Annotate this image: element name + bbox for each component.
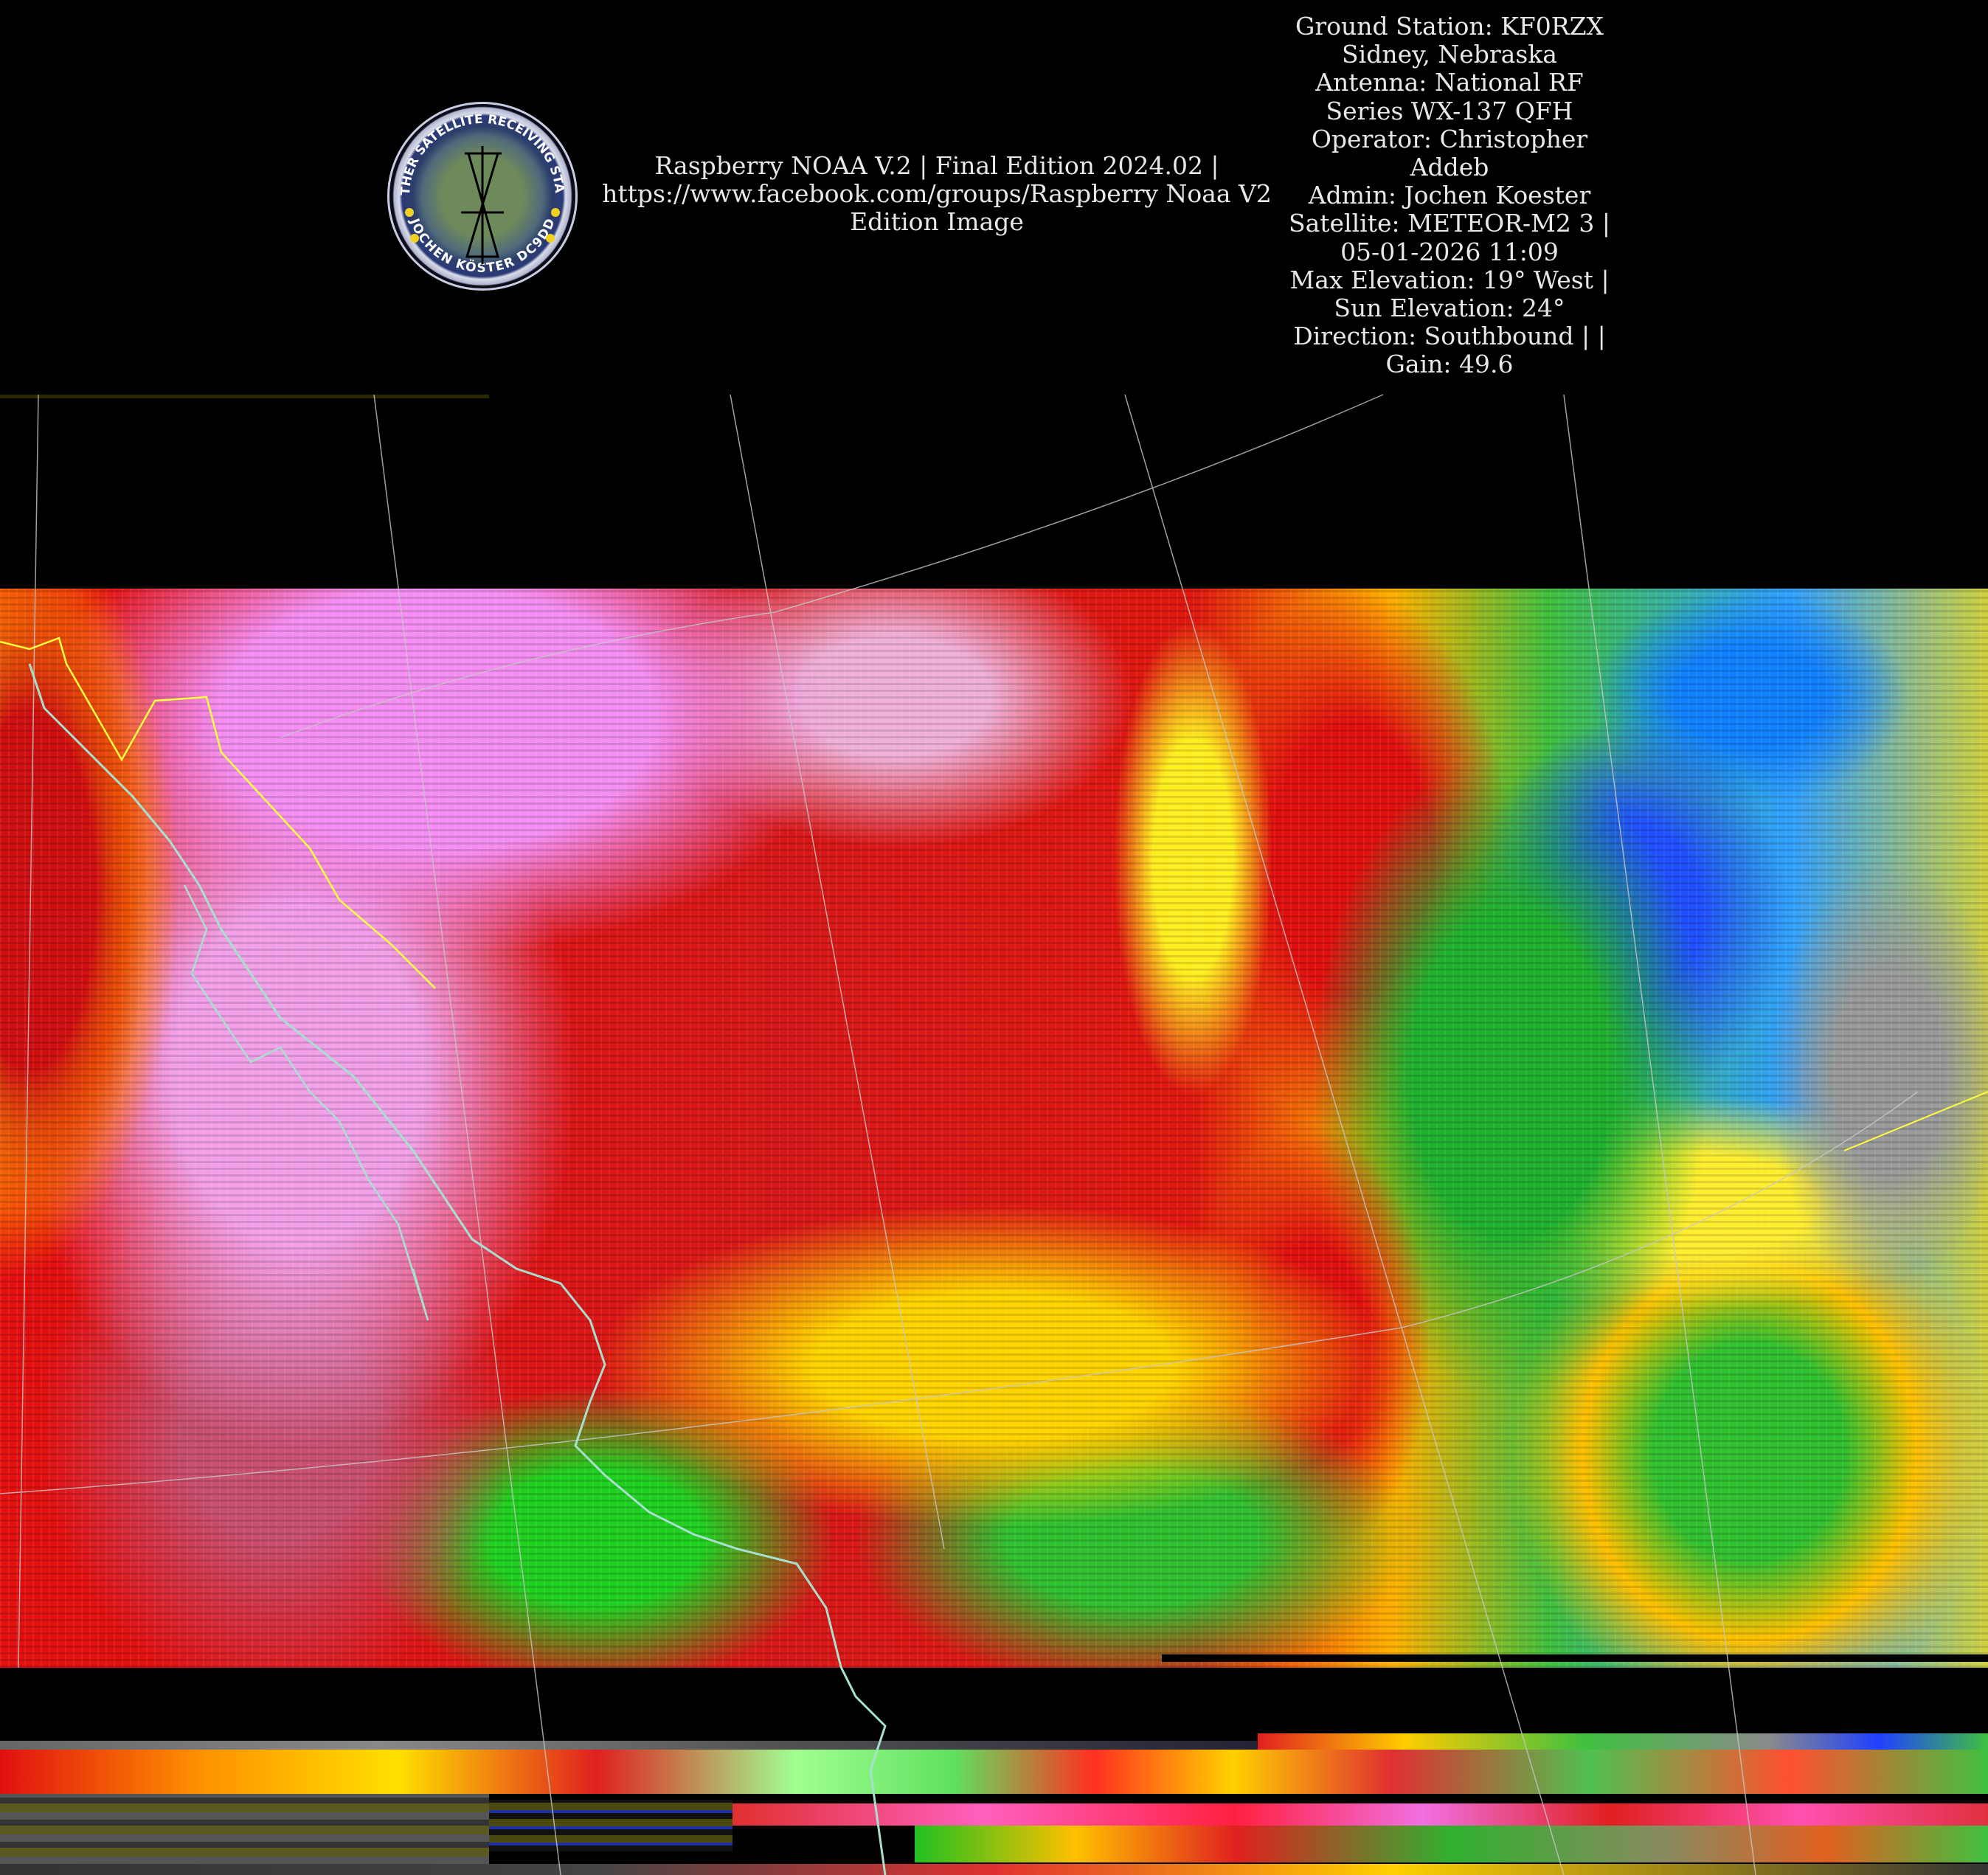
noise-strip bbox=[1258, 1733, 1988, 1750]
operator-cont: Addeb bbox=[1410, 153, 1489, 182]
coastline bbox=[28, 663, 887, 1875]
satellite: Satellite: METEOR-M2 3 | bbox=[1288, 209, 1611, 238]
star-icons bbox=[405, 208, 560, 243]
admin: Admin: Jochen Koester bbox=[1308, 181, 1591, 210]
coastline-islands bbox=[183, 884, 429, 1321]
noise-strip bbox=[915, 1826, 1988, 1862]
caption-line: Edition Image bbox=[850, 207, 1024, 236]
ground-station: Ground Station: KF0RZX bbox=[1295, 12, 1604, 41]
satellite-image bbox=[0, 589, 1988, 1668]
antenna-cont: Series WX-137 QFH bbox=[1326, 96, 1573, 125]
direction: Direction: Southbound | | bbox=[1293, 322, 1606, 351]
sun-elevation: Sun Elevation: 24° bbox=[1334, 294, 1565, 323]
noise-strip bbox=[0, 1741, 1258, 1750]
edition-caption: Raspberry NOAA V.2 | Final Edition 2024.… bbox=[561, 152, 1313, 236]
noise-strip bbox=[489, 1800, 732, 1851]
noise-strip bbox=[732, 1803, 1988, 1826]
border-line bbox=[0, 637, 436, 989]
antenna: Antenna: National RF bbox=[1315, 68, 1584, 97]
noise-strip bbox=[0, 1864, 1988, 1875]
logo-emblem: WEATHER SATELLITE RECEIVING STATION JOCH… bbox=[387, 102, 567, 276]
noise-strip bbox=[0, 1750, 1988, 1794]
pass-datetime: 05-01-2026 11:09 bbox=[1340, 237, 1559, 266]
caption-line: Raspberry NOAA V.2 | Final Edition 2024.… bbox=[654, 151, 1219, 180]
pass-info: Ground Station: KF0RZX Sidney, Nebraska … bbox=[1254, 12, 1645, 379]
antenna-icon bbox=[461, 146, 504, 264]
operator: Operator: Christopher bbox=[1311, 124, 1588, 153]
graticule-lines bbox=[0, 394, 1919, 1875]
noise-strip bbox=[0, 1794, 489, 1864]
station-logo: WEATHER SATELLITE RECEIVING STATION JOCH… bbox=[387, 102, 578, 291]
signal-dropout bbox=[1162, 1654, 1988, 1662]
caption-line: https://www.facebook.com/groups/Raspberr… bbox=[602, 179, 1272, 208]
border-line bbox=[1843, 1091, 1988, 1151]
gain: Gain: 49.6 bbox=[1385, 350, 1514, 379]
signal-artifact bbox=[0, 395, 489, 398]
location: Sidney, Nebraska bbox=[1342, 40, 1557, 69]
max-elevation: Max Elevation: 19° West | bbox=[1289, 265, 1610, 294]
scanline-texture bbox=[0, 589, 1988, 1668]
